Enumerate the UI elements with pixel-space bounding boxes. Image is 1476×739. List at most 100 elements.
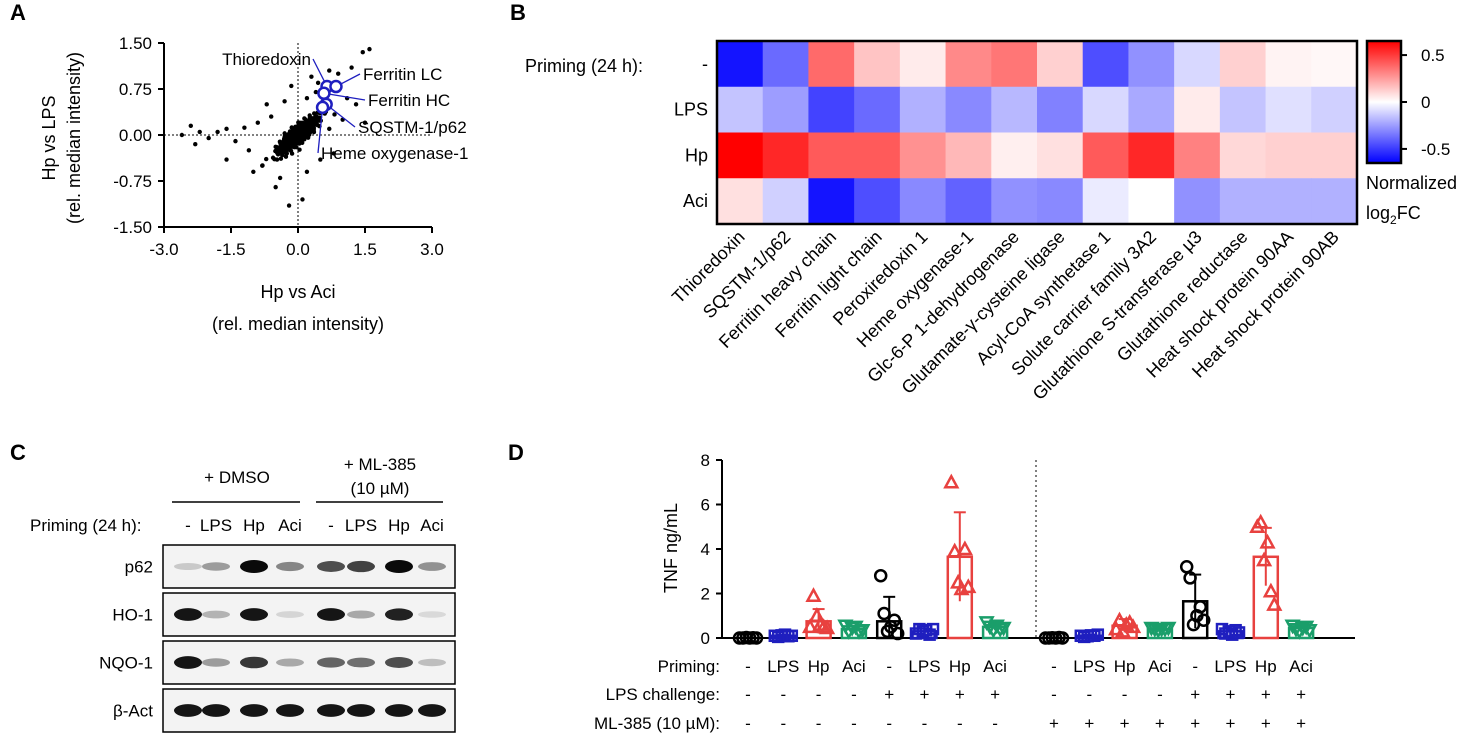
panel-a-highlight-label: Ferritin LC (363, 65, 442, 84)
panel-b-cell (1174, 132, 1221, 179)
panel-a-point (224, 157, 229, 162)
panel-d-bars (742, 511, 1315, 640)
panel-b-cell (854, 132, 901, 179)
panel-b-cell (808, 132, 855, 179)
panel-a-point (246, 148, 252, 153)
panel-b-row-labels: - LPS Hp Aci (674, 54, 708, 211)
panel-a-point (303, 127, 309, 132)
panel-d-challenge-value: - (745, 685, 751, 704)
panel-b-cell (991, 86, 1038, 133)
panel-a-highlight-point (329, 79, 343, 94)
panel-d-challenge-value: - (851, 685, 857, 704)
panel-d-ml385-value: - (780, 714, 786, 733)
panel-b-cell (1037, 178, 1084, 225)
panel-a-ytick-label: 1.50 (119, 34, 152, 53)
panel-a-point (277, 139, 283, 144)
panel-b-cell (1311, 86, 1358, 133)
panel-c: C + DMSO + ML-385 (10 µM) Priming (24 h)… (10, 440, 456, 733)
panel-d-challenge-value: - (1051, 685, 1057, 704)
panel-b-colorbar-ticks: 0.5 0 -0.5 (1401, 46, 1450, 159)
panel-d-priming-value: Aci (1289, 657, 1313, 676)
panel-d-point (808, 607, 826, 622)
panel-b-cell (808, 178, 855, 225)
panel-d-point (1301, 623, 1318, 639)
panel-d-priming-label: Priming: (658, 657, 720, 676)
panel-d-ytick-label: 8 (701, 451, 710, 470)
panel-a-point (331, 151, 336, 156)
panel-c-band (418, 704, 446, 717)
panel-b-cell (854, 41, 901, 88)
panel-d-point (1111, 611, 1128, 627)
panel-b-cell (945, 86, 992, 133)
panel-d-condition-table: ---LPS--Hp--Aci---+-LPS+-Hp+-Aci+---+LPS… (745, 657, 1313, 733)
panel-d-point (818, 619, 836, 635)
panel-d-point (785, 629, 799, 643)
panel-d-point (960, 578, 977, 594)
panel-a-point (296, 120, 301, 125)
panel-a-point (284, 151, 290, 156)
panel-a-point (242, 125, 247, 130)
panel-a-point (179, 132, 185, 138)
panel-d-point (943, 473, 960, 489)
panel-d-point (1255, 551, 1273, 567)
panel-a-point (289, 151, 295, 156)
panel-b-cell (991, 178, 1038, 225)
panel-d-point (873, 568, 888, 583)
panel-c-lane-labels: - LPS Hp Aci - LPS Hp Aci (185, 516, 444, 535)
panel-d-point (854, 623, 871, 639)
panel-a: A -3.0 -1.5 0.0 1.5 3.0 1.50 0.75 0.00 -0.75 -1.5… (10, 0, 468, 334)
panel-d-point (1183, 571, 1197, 585)
panel-d-point (1055, 631, 1070, 645)
panel-a-point (300, 127, 305, 132)
panel-a-point (251, 169, 256, 174)
panel-a-point (311, 129, 317, 135)
panel-b: B Priming (24 h): - LPS Hp Aci ThioredoxinS… (510, 0, 1457, 404)
panel-a-xtick-label: -3.0 (149, 240, 178, 259)
panel-a-point (277, 175, 283, 181)
panel-d-axes: 0 2 4 6 8 (701, 451, 1355, 648)
panel-c-band (276, 611, 304, 618)
panel-c-band (347, 610, 375, 619)
panel-d-point (1298, 620, 1315, 636)
panel-b-colorbar-tick-label: 0.5 (1421, 46, 1445, 65)
panel-a-point (313, 114, 318, 119)
panel-d-ytick-label: 0 (701, 629, 710, 648)
panel-c-blot-label: NQO-1 (99, 654, 153, 673)
panel-d: D TNF ng/mL 0 2 4 6 8 Priming: LPS challenge… (508, 440, 1355, 733)
panel-a-point (327, 126, 332, 132)
panel-b-cell (1265, 132, 1312, 179)
panel-a-callout-line (323, 92, 366, 101)
panel-b-row-label: Aci (683, 191, 708, 211)
panel-a-point (197, 129, 202, 135)
panel-b-cell (1311, 41, 1358, 88)
panel-c-blot-label: HO-1 (112, 606, 153, 625)
panel-c-band (202, 658, 230, 667)
panel-a-points (179, 46, 372, 208)
panel-c-band (276, 561, 304, 572)
panel-d-priming-value: - (886, 657, 892, 676)
panel-c-priming-label: Priming (24 h): (30, 516, 141, 535)
panel-d-point (1232, 626, 1246, 639)
panel-d-point (1266, 596, 1283, 611)
panel-d-point (1179, 560, 1194, 574)
panel-b-cell (717, 178, 764, 225)
panel-d-ml385-value: + (1190, 714, 1200, 733)
panel-d-challenge-value: + (990, 685, 1000, 704)
panel-a-point (297, 123, 302, 129)
panel-b-cell (808, 86, 855, 133)
panel-b-cell (899, 41, 947, 88)
panel-b-heatmap-frame (715, 39, 1359, 226)
panel-d-point (801, 618, 819, 634)
panel-a-point (284, 137, 289, 142)
panel-a-point (318, 157, 323, 162)
panel-a-point (255, 120, 260, 125)
panel-c-lane-label: Hp (388, 516, 410, 535)
panel-b-colorbar-tick-label: 0 (1421, 93, 1430, 112)
panel-b-row-label: LPS (674, 100, 708, 120)
panel-a-xlabel-1: Hp vs Aci (260, 282, 335, 302)
panel-a-point (290, 144, 296, 149)
panel-b-cell (854, 178, 901, 225)
panel-a-highlight-label: Thioredoxin (222, 50, 311, 69)
panel-a-point (304, 169, 310, 174)
